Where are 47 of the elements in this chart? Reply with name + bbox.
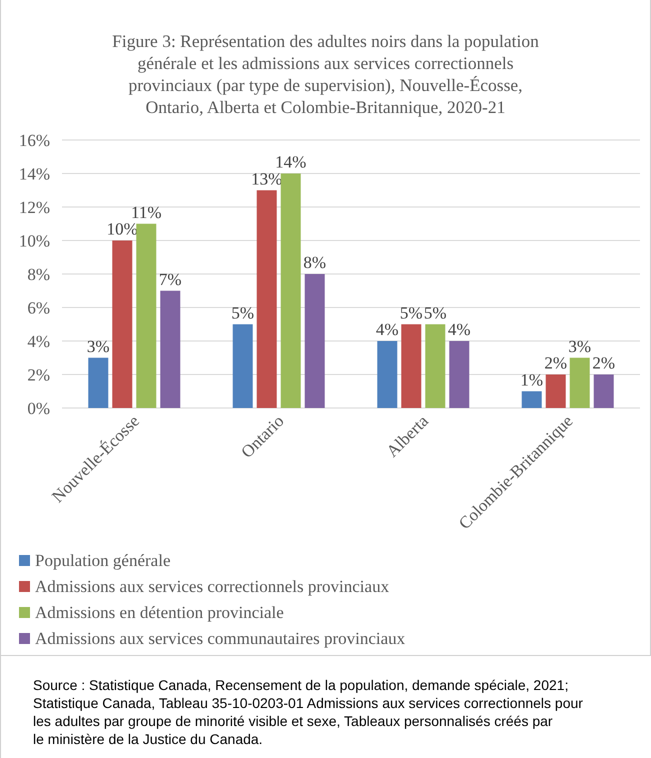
legend-label: Admissions aux services communautaires provinciaux	[35, 629, 406, 648]
bar	[280, 174, 301, 408]
bar	[377, 341, 398, 408]
y-tick-label: 4%	[27, 332, 50, 351]
data-label: 10%	[106, 220, 138, 238]
data-label: 4%	[376, 320, 399, 339]
data-label: 1%	[520, 370, 544, 390]
bar	[594, 374, 614, 408]
y-tick-label: 6%	[27, 298, 50, 318]
bar	[425, 324, 446, 408]
data-label: 5%	[424, 303, 447, 322]
bar	[546, 374, 566, 408]
y-tick-label: 12%	[18, 198, 50, 217]
bar	[112, 240, 132, 408]
bar	[449, 341, 470, 408]
data-label: 3%	[86, 336, 110, 356]
data-label: 3%	[568, 336, 592, 356]
bar	[522, 391, 542, 408]
legend-label: Population générale	[35, 551, 170, 570]
data-label: 2%	[544, 354, 568, 372]
data-label: 13%	[251, 169, 282, 188]
data-label: 4%	[448, 320, 471, 339]
data-label: 5%	[400, 303, 423, 322]
legend-label: Admissions en détention provinciale	[35, 603, 284, 622]
chart-title: Figure 3: Représentation des adultes noirs dans la population générale et les admissions aux services correctionnels provinciaux (par type de supervision), Nouvelle-Écosse, Ontario, Alberta et Colombie-Britannique, 2020-21	[112, 31, 540, 117]
bar	[136, 224, 156, 408]
source-note: Source : Statistique Canada, Recensement de la population, demande spéciale, 2021; Statistique Canada, Tableau 35-10-0203-01 Admissions aux services correctionnels pour les adultes par groupe de minorité visible et sexe, Tableaux personnalisés créés par le ministère de la Justice du Canada.	[33, 677, 584, 747]
bar	[401, 324, 422, 408]
data-label: 5%	[231, 303, 254, 322]
legend-label: Admissions aux services correctionnels provinciaux	[35, 577, 390, 596]
y-tick-label: 0%	[27, 399, 50, 418]
bar	[160, 290, 180, 408]
y-tick-label: 8%	[27, 265, 50, 284]
bar	[570, 358, 590, 408]
y-tick-label: 10%	[18, 232, 50, 250]
data-label: 14%	[275, 152, 306, 172]
bar	[256, 190, 277, 408]
data-label: 2%	[592, 354, 616, 372]
bar	[304, 274, 325, 408]
data-label: 11%	[130, 202, 162, 222]
y-tick-label: 14%	[18, 164, 50, 184]
data-label: 8%	[303, 253, 326, 272]
data-label: 7%	[158, 270, 182, 289]
bar	[88, 358, 108, 408]
y-tick-label: 16%	[18, 131, 50, 150]
bar	[232, 324, 253, 408]
y-tick-label: 2%	[27, 366, 50, 384]
